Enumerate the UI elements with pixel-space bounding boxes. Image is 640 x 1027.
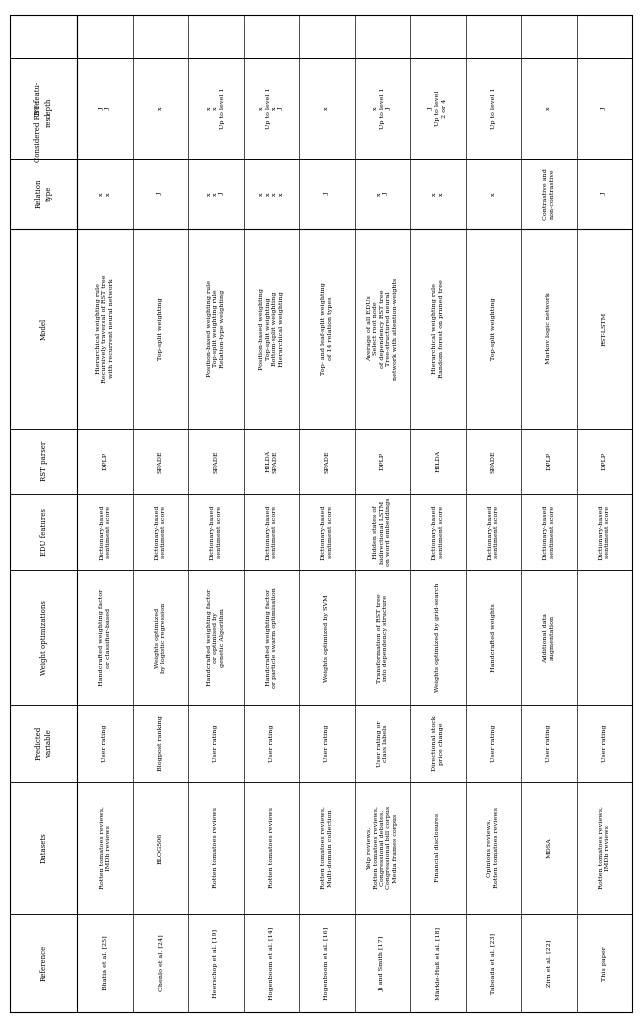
Text: x
x
Up to level 1: x x Up to level 1: [207, 87, 225, 129]
Text: SPADE: SPADE: [324, 450, 330, 472]
Text: J: J: [158, 192, 163, 195]
Text: User rating: User rating: [102, 725, 108, 762]
Text: Weights optimized by grid-search: Weights optimized by grid-search: [435, 583, 440, 692]
Text: Markov logic network: Markov logic network: [547, 293, 551, 365]
Text: Considered RST featu-
res: Considered RST featu- res: [35, 81, 52, 162]
Text: HILDA: HILDA: [435, 450, 440, 472]
Text: x
J: x J: [376, 192, 388, 195]
Text: Hierarchical weighting rule
Random forest on pruned tree: Hierarchical weighting rule Random fores…: [432, 279, 444, 378]
Text: Dictionary-based
sentiment score: Dictionary-based sentiment score: [266, 504, 277, 560]
Text: DPLP: DPLP: [380, 452, 385, 470]
Text: Handcrafted weighting factor
or particle swarm optimisation: Handcrafted weighting factor or particle…: [266, 587, 277, 688]
Text: Average of all EDUs
Select root node
of dependency RST tree
Tree-structured neur: Average of all EDUs Select root node of …: [367, 277, 398, 380]
Text: x
Up to level 1
J: x Up to level 1 J: [373, 87, 392, 129]
Text: Zirn et al. [22]: Zirn et al. [22]: [547, 940, 551, 987]
Text: Additional data
augmentation: Additional data augmentation: [543, 613, 555, 662]
Text: Weights optimized
by logistic regression: Weights optimized by logistic regression: [155, 603, 166, 673]
Text: Dictionary-based
sentiment score: Dictionary-based sentiment score: [321, 504, 333, 560]
Text: Chenlo et al. [24]: Chenlo et al. [24]: [158, 935, 163, 991]
Text: Dictionary-based
sentiment score: Dictionary-based sentiment score: [155, 504, 166, 560]
Text: User rating: User rating: [213, 725, 218, 762]
Text: Rotten tomatoes reviews,
IMDb reviews: Rotten tomatoes reviews, IMDb reviews: [598, 806, 610, 889]
Text: J: J: [602, 107, 607, 110]
Text: J
Up to level
2 or 4: J Up to level 2 or 4: [429, 90, 447, 126]
Text: Handcrafted weights: Handcrafted weights: [491, 603, 496, 672]
Text: Dictionary-based
sentiment score: Dictionary-based sentiment score: [488, 504, 499, 560]
Text: User rating: User rating: [547, 725, 551, 762]
Text: Dictionary-based
sentiment score: Dictionary-based sentiment score: [210, 504, 221, 560]
Text: x
Up to level 1
x
J: x Up to level 1 x J: [259, 87, 284, 129]
Text: Märkle-Huß et al. [18]: Märkle-Huß et al. [18]: [435, 926, 440, 999]
Text: Top-split weighting: Top-split weighting: [158, 297, 163, 359]
Text: Dictionary-based
sentiment score: Dictionary-based sentiment score: [543, 504, 555, 560]
Text: User rating: User rating: [491, 725, 496, 762]
Text: Directional stock
price change: Directional stock price change: [432, 716, 444, 771]
Text: x: x: [547, 107, 551, 110]
Text: Hierarchical weighting rule
Recursively traversal of RST tree
with recurrent neu: Hierarchical weighting rule Recursively …: [96, 274, 114, 383]
Text: DPLP: DPLP: [602, 452, 607, 470]
Text: Heerschop et al. [19]: Heerschop et al. [19]: [213, 928, 218, 997]
Text: Up to level 1: Up to level 1: [491, 87, 496, 129]
Text: Datasets: Datasets: [40, 833, 47, 864]
Text: x: x: [324, 107, 330, 110]
Text: x: x: [158, 107, 163, 110]
Text: User rating: User rating: [602, 725, 607, 762]
Text: SPADE: SPADE: [491, 450, 496, 472]
Text: Blogpost ranking: Blogpost ranking: [158, 716, 163, 771]
Text: Handcrafted weighting factor
or optimised by
genetic Algorithm: Handcrafted weighting factor or optimise…: [207, 589, 225, 686]
Text: EDU features: EDU features: [40, 508, 47, 556]
Text: Dictionary-based
sentiment score: Dictionary-based sentiment score: [432, 504, 444, 560]
Text: Taboada et al. [23]: Taboada et al. [23]: [491, 933, 496, 994]
Text: Bhatia et al. [25]: Bhatia et al. [25]: [102, 936, 108, 990]
Text: Contrastive and
non-contrastive: Contrastive and non-contrastive: [543, 167, 555, 220]
Text: User rating or
class labels: User rating or class labels: [376, 720, 388, 766]
Text: Relation
type: Relation type: [35, 179, 52, 208]
Text: Hidden states of
bidirectional LSTM
on word embeddings: Hidden states of bidirectional LSTM on w…: [373, 498, 392, 566]
Text: J: J: [324, 192, 330, 195]
Text: Dictionary-based
sentiment score: Dictionary-based sentiment score: [598, 504, 610, 560]
Text: User rating: User rating: [269, 725, 274, 762]
Text: Hogenboom et al. [14]: Hogenboom et al. [14]: [269, 926, 274, 1000]
Text: Predicted
variable: Predicted variable: [35, 726, 52, 760]
Text: Handcrafted weighting factor
or classifier-based: Handcrafted weighting factor or classifi…: [99, 589, 111, 686]
Text: Top-split weighting: Top-split weighting: [491, 297, 496, 359]
Text: BLOG506: BLOG506: [158, 832, 163, 864]
Text: Financial disclosures: Financial disclosures: [435, 813, 440, 882]
Text: Tree
depth: Tree depth: [35, 99, 52, 118]
Text: RST parser: RST parser: [40, 442, 47, 482]
Text: Opinions reviews,
Rotten tomatoes reviews: Opinions reviews, Rotten tomatoes review…: [488, 807, 499, 888]
Text: Transformation of RST tree
into dependency structure: Transformation of RST tree into dependen…: [376, 593, 388, 683]
Text: Reference: Reference: [40, 945, 47, 981]
Text: Position-based weighting
Top-split weighting
Bottom-split weighting
Hierarchical: Position-based weighting Top-split weigh…: [259, 288, 284, 370]
Text: SPADE: SPADE: [213, 450, 218, 472]
Text: Top- and leaf-split weighting
of 14 relation types: Top- and leaf-split weighting of 14 rela…: [321, 282, 333, 375]
Text: Rotten tomatoes reviews: Rotten tomatoes reviews: [213, 807, 218, 888]
Text: SPADE: SPADE: [158, 450, 163, 472]
Text: This paper: This paper: [602, 946, 607, 981]
Text: RST-LSTM: RST-LSTM: [602, 311, 607, 346]
Text: Rotten tomatoes reviews: Rotten tomatoes reviews: [269, 807, 274, 888]
Text: MDSA: MDSA: [547, 838, 551, 859]
Text: Ji and Smith [17]: Ji and Smith [17]: [380, 936, 385, 991]
Text: x
x
x
x: x x x x: [259, 192, 284, 195]
Text: x
x
J: x x J: [207, 192, 225, 195]
Text: Yelp reviews,
Rotten tomatoes reviews,
Congressional debates,
Congressional bill: Yelp reviews, Rotten tomatoes reviews, C…: [367, 806, 398, 889]
Text: HILDA
SPADE: HILDA SPADE: [266, 450, 277, 472]
Text: Rotten tomatoes reviews,
IMDb reviews: Rotten tomatoes reviews, IMDb reviews: [99, 806, 111, 889]
Text: J: J: [602, 192, 607, 195]
Text: Weights optimized by SVM: Weights optimized by SVM: [324, 594, 330, 682]
Text: Rotten tomatoes reviews,
Multi-domain collection: Rotten tomatoes reviews, Multi-domain co…: [321, 806, 333, 889]
Text: Position-based weighting rule
Top-split weighting rule
Relation-type weighting: Position-based weighting rule Top-split …: [207, 280, 225, 377]
Text: x
x: x x: [432, 192, 444, 195]
Text: Weight optimizations: Weight optimizations: [40, 600, 47, 675]
Text: Dictionary-based
sentiment score: Dictionary-based sentiment score: [99, 504, 111, 560]
Text: J
J: J J: [99, 107, 111, 110]
Text: User rating: User rating: [324, 725, 330, 762]
Text: Hogenboom et al. [16]: Hogenboom et al. [16]: [324, 926, 330, 999]
Text: DPLP: DPLP: [547, 452, 551, 470]
Text: x: x: [491, 192, 496, 195]
Text: Model: Model: [40, 317, 47, 340]
Text: x
x: x x: [99, 192, 111, 195]
Text: DPLP: DPLP: [102, 452, 108, 470]
